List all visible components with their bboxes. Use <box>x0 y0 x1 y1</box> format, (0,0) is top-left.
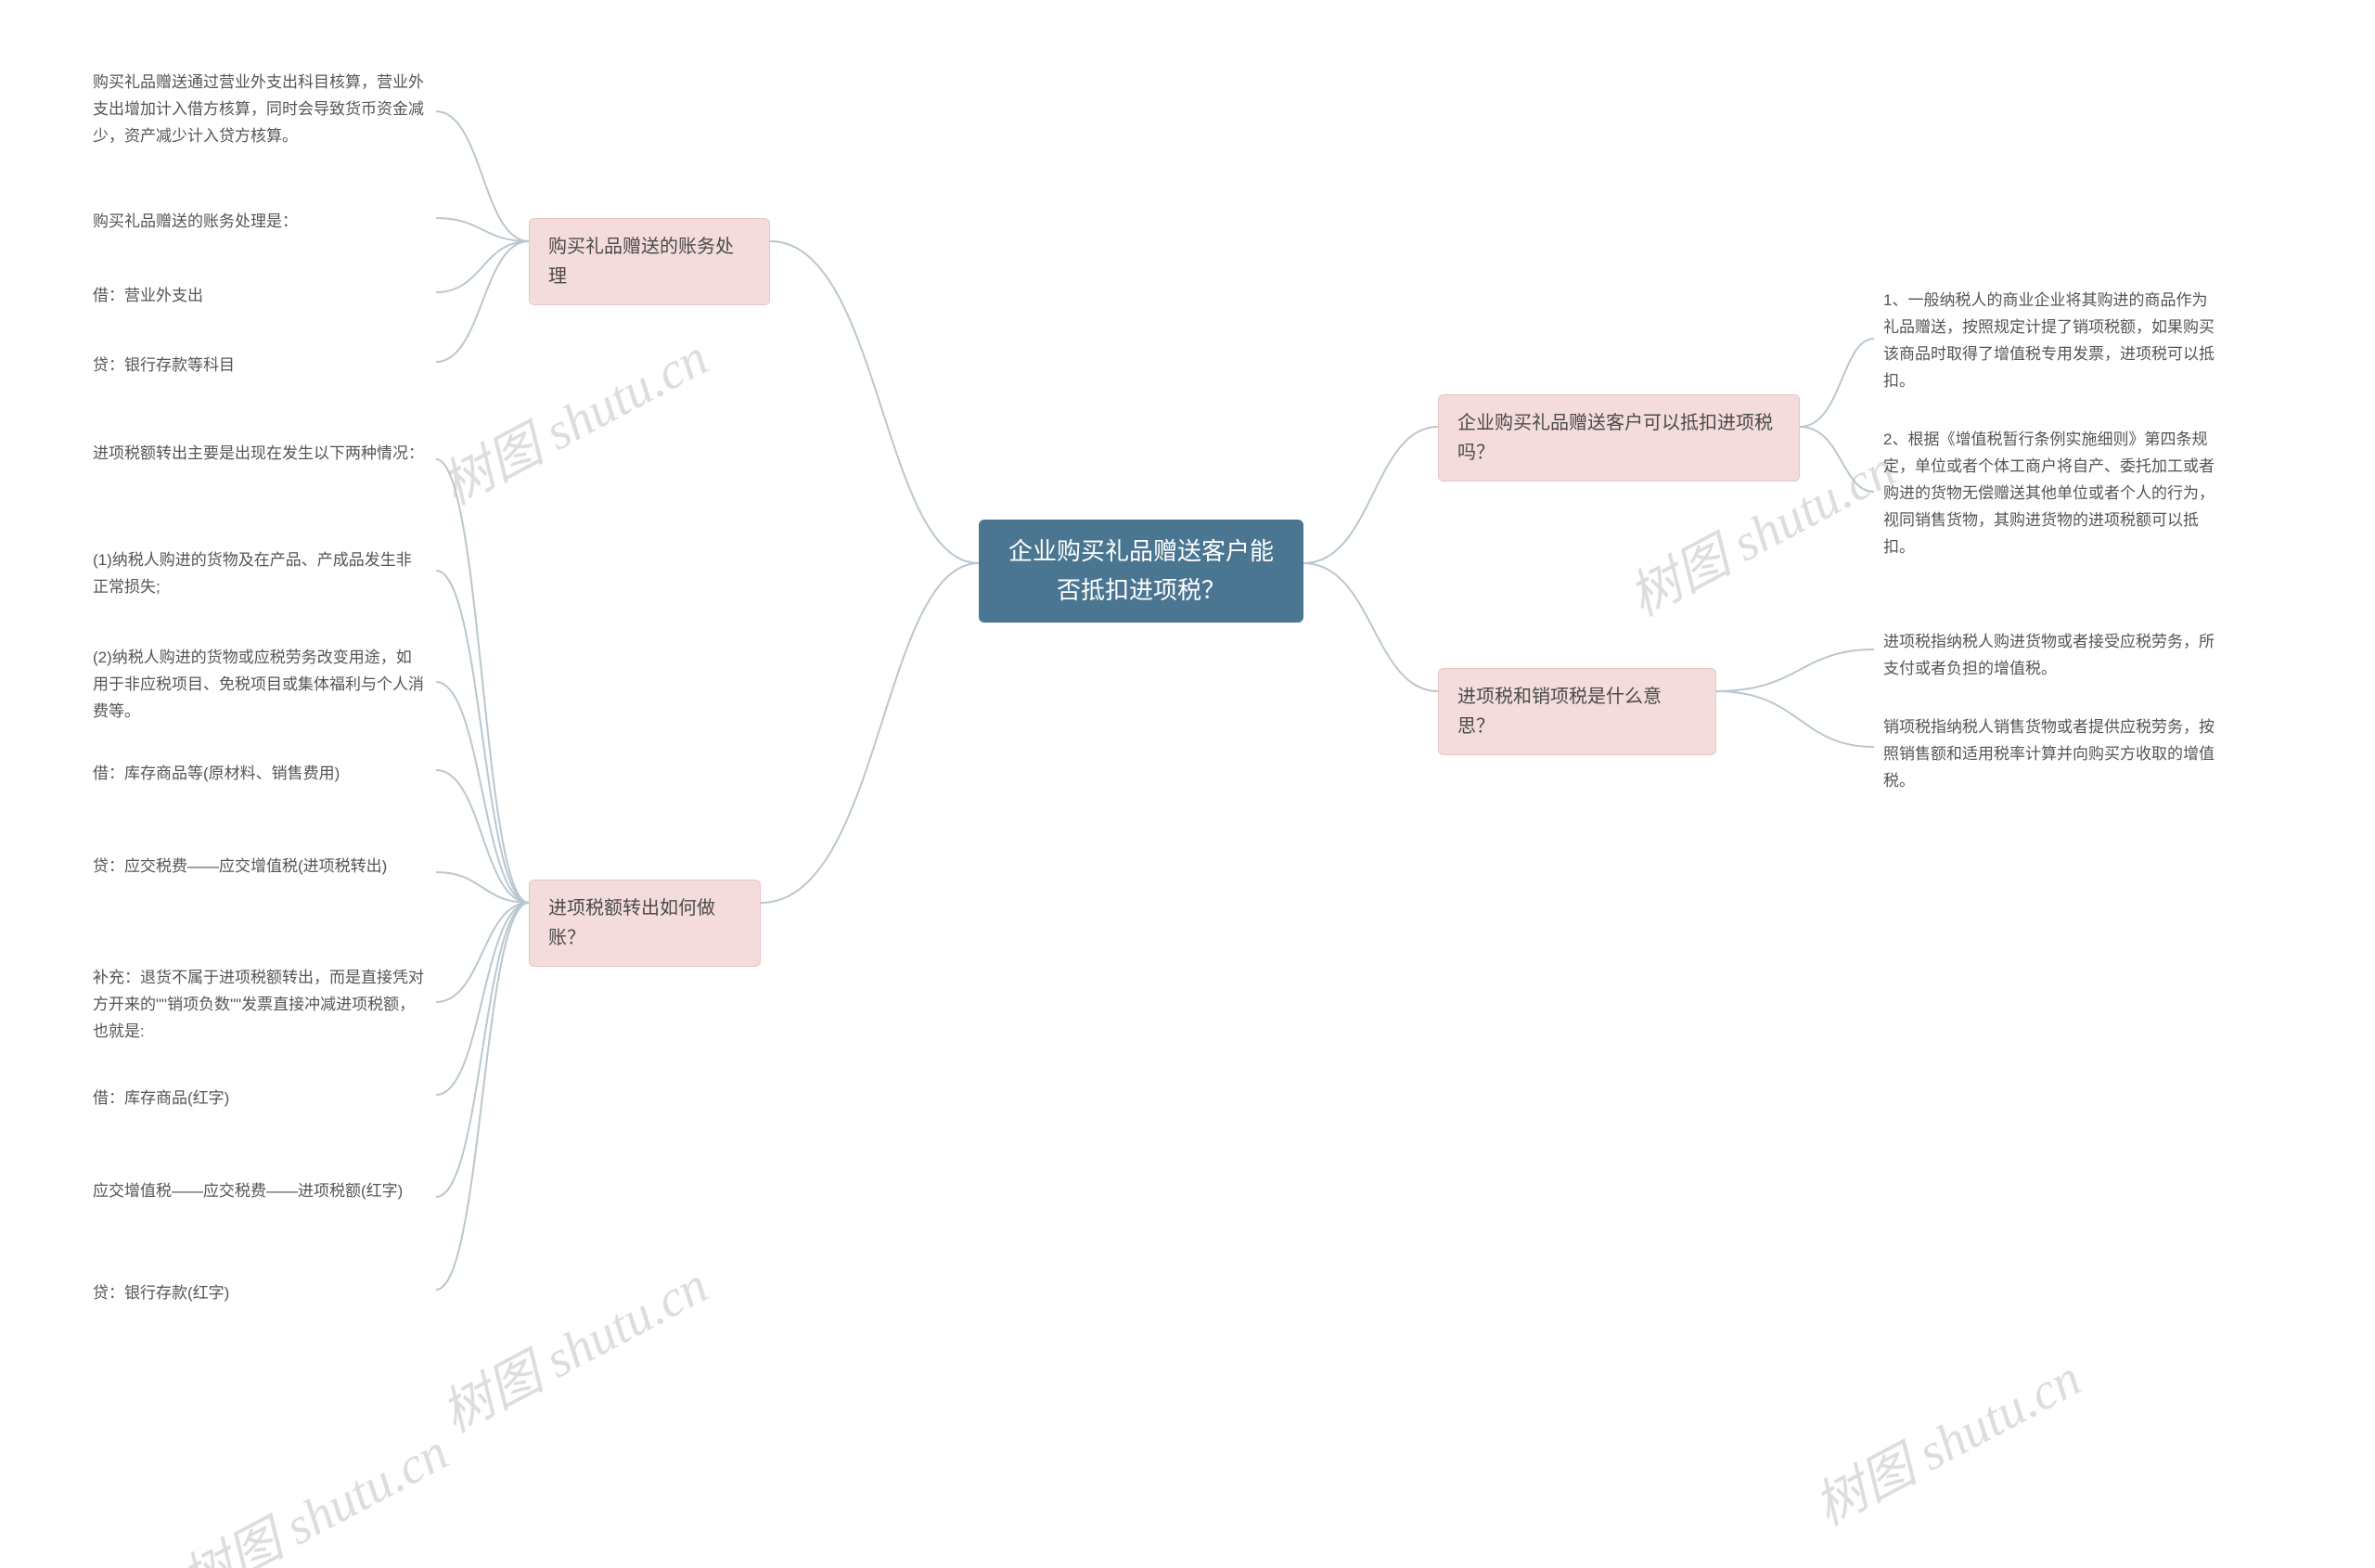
leaf-l1-0: 购买礼品赠送通过营业外支出科目核算，营业外支出增加计入借方核算，同时会导致货币资… <box>93 70 427 150</box>
leaf-l2-4: 贷：应交税费——应交增值税(进项税转出) <box>93 854 387 880</box>
leaf-l2-5: 补充：退货不属于进项税额转出，而是直接凭对方开来的""销项负数""发票直接冲减进… <box>93 965 427 1046</box>
leaf-r2-1: 销项税指纳税人销售货物或者提供应税劳务，按照销售额和适用税率计算并向购买方收取的… <box>1883 714 2217 795</box>
branch-text: 进项税额转出如何做账？ <box>548 893 741 953</box>
leaf-l2-2: (2)纳税人购进的货物或应税劳务改变用途，如用于非应税项目、免税项目或集体福利与… <box>93 645 427 726</box>
root-node[interactable]: 企业购买礼品赠送客户能否抵扣进项税？ <box>979 520 1303 623</box>
branch-l1[interactable]: 购买礼品赠送的账务处理 <box>529 218 770 305</box>
watermark: 树图 shutu.cn <box>426 1244 718 1447</box>
leaf-l2-3: 借：库存商品等(原材料、销售费用) <box>93 761 340 788</box>
leaf-l2-8: 贷：银行存款(红字) <box>93 1280 229 1307</box>
branch-r1[interactable]: 企业购买礼品赠送客户可以抵扣进项税吗？ <box>1438 394 1800 482</box>
branch-text: 企业购买礼品赠送客户可以抵扣进项税吗？ <box>1457 408 1780 468</box>
watermark: 树图 shutu.cn <box>1799 1337 2091 1540</box>
leaf-l2-1: (1)纳税人购进的货物及在产品、产成品发生非正常损失; <box>93 547 427 601</box>
watermark: 树图 shutu.cn <box>426 316 718 520</box>
leaf-r2-0: 进项税指纳税人购进货物或者接受应税劳务，所支付或者负担的增值税。 <box>1883 629 2217 683</box>
leaf-r1-0: 1、一般纳税人的商业企业将其购进的商品作为礼品赠送，按照规定计提了销项税额，如果… <box>1883 288 2217 395</box>
root-text: 企业购买礼品赠送客户能否抵扣进项税？ <box>997 533 1285 610</box>
leaf-l2-0: 进项税额转出主要是出现在发生以下两种情况： <box>93 441 424 468</box>
watermark: 树图 shutu.cn <box>166 1411 458 1568</box>
branch-r2[interactable]: 进项税和销项税是什么意思？ <box>1438 668 1716 755</box>
branch-text: 购买礼品赠送的账务处理 <box>548 232 751 291</box>
leaf-l1-1: 购买礼品赠送的账务处理是： <box>93 209 298 236</box>
leaf-l1-3: 贷：银行存款等科目 <box>93 353 235 379</box>
leaf-l2-7: 应交增值税——应交税费——进项税额(红字) <box>93 1178 403 1205</box>
branch-l2[interactable]: 进项税额转出如何做账？ <box>529 880 761 967</box>
leaf-r1-1: 2、根据《增值税暂行条例实施细则》第四条规定，单位或者个体工商户将自产、委托加工… <box>1883 427 2217 560</box>
leaf-l1-2: 借：营业外支出 <box>93 283 203 310</box>
leaf-l2-6: 借：库存商品(红字) <box>93 1086 229 1112</box>
mindmap-canvas: 树图 shutu.cn 树图 shutu.cn 树图 shutu.cn 树图 s… <box>0 0 2375 1568</box>
branch-text: 进项税和销项税是什么意思？ <box>1457 682 1697 741</box>
